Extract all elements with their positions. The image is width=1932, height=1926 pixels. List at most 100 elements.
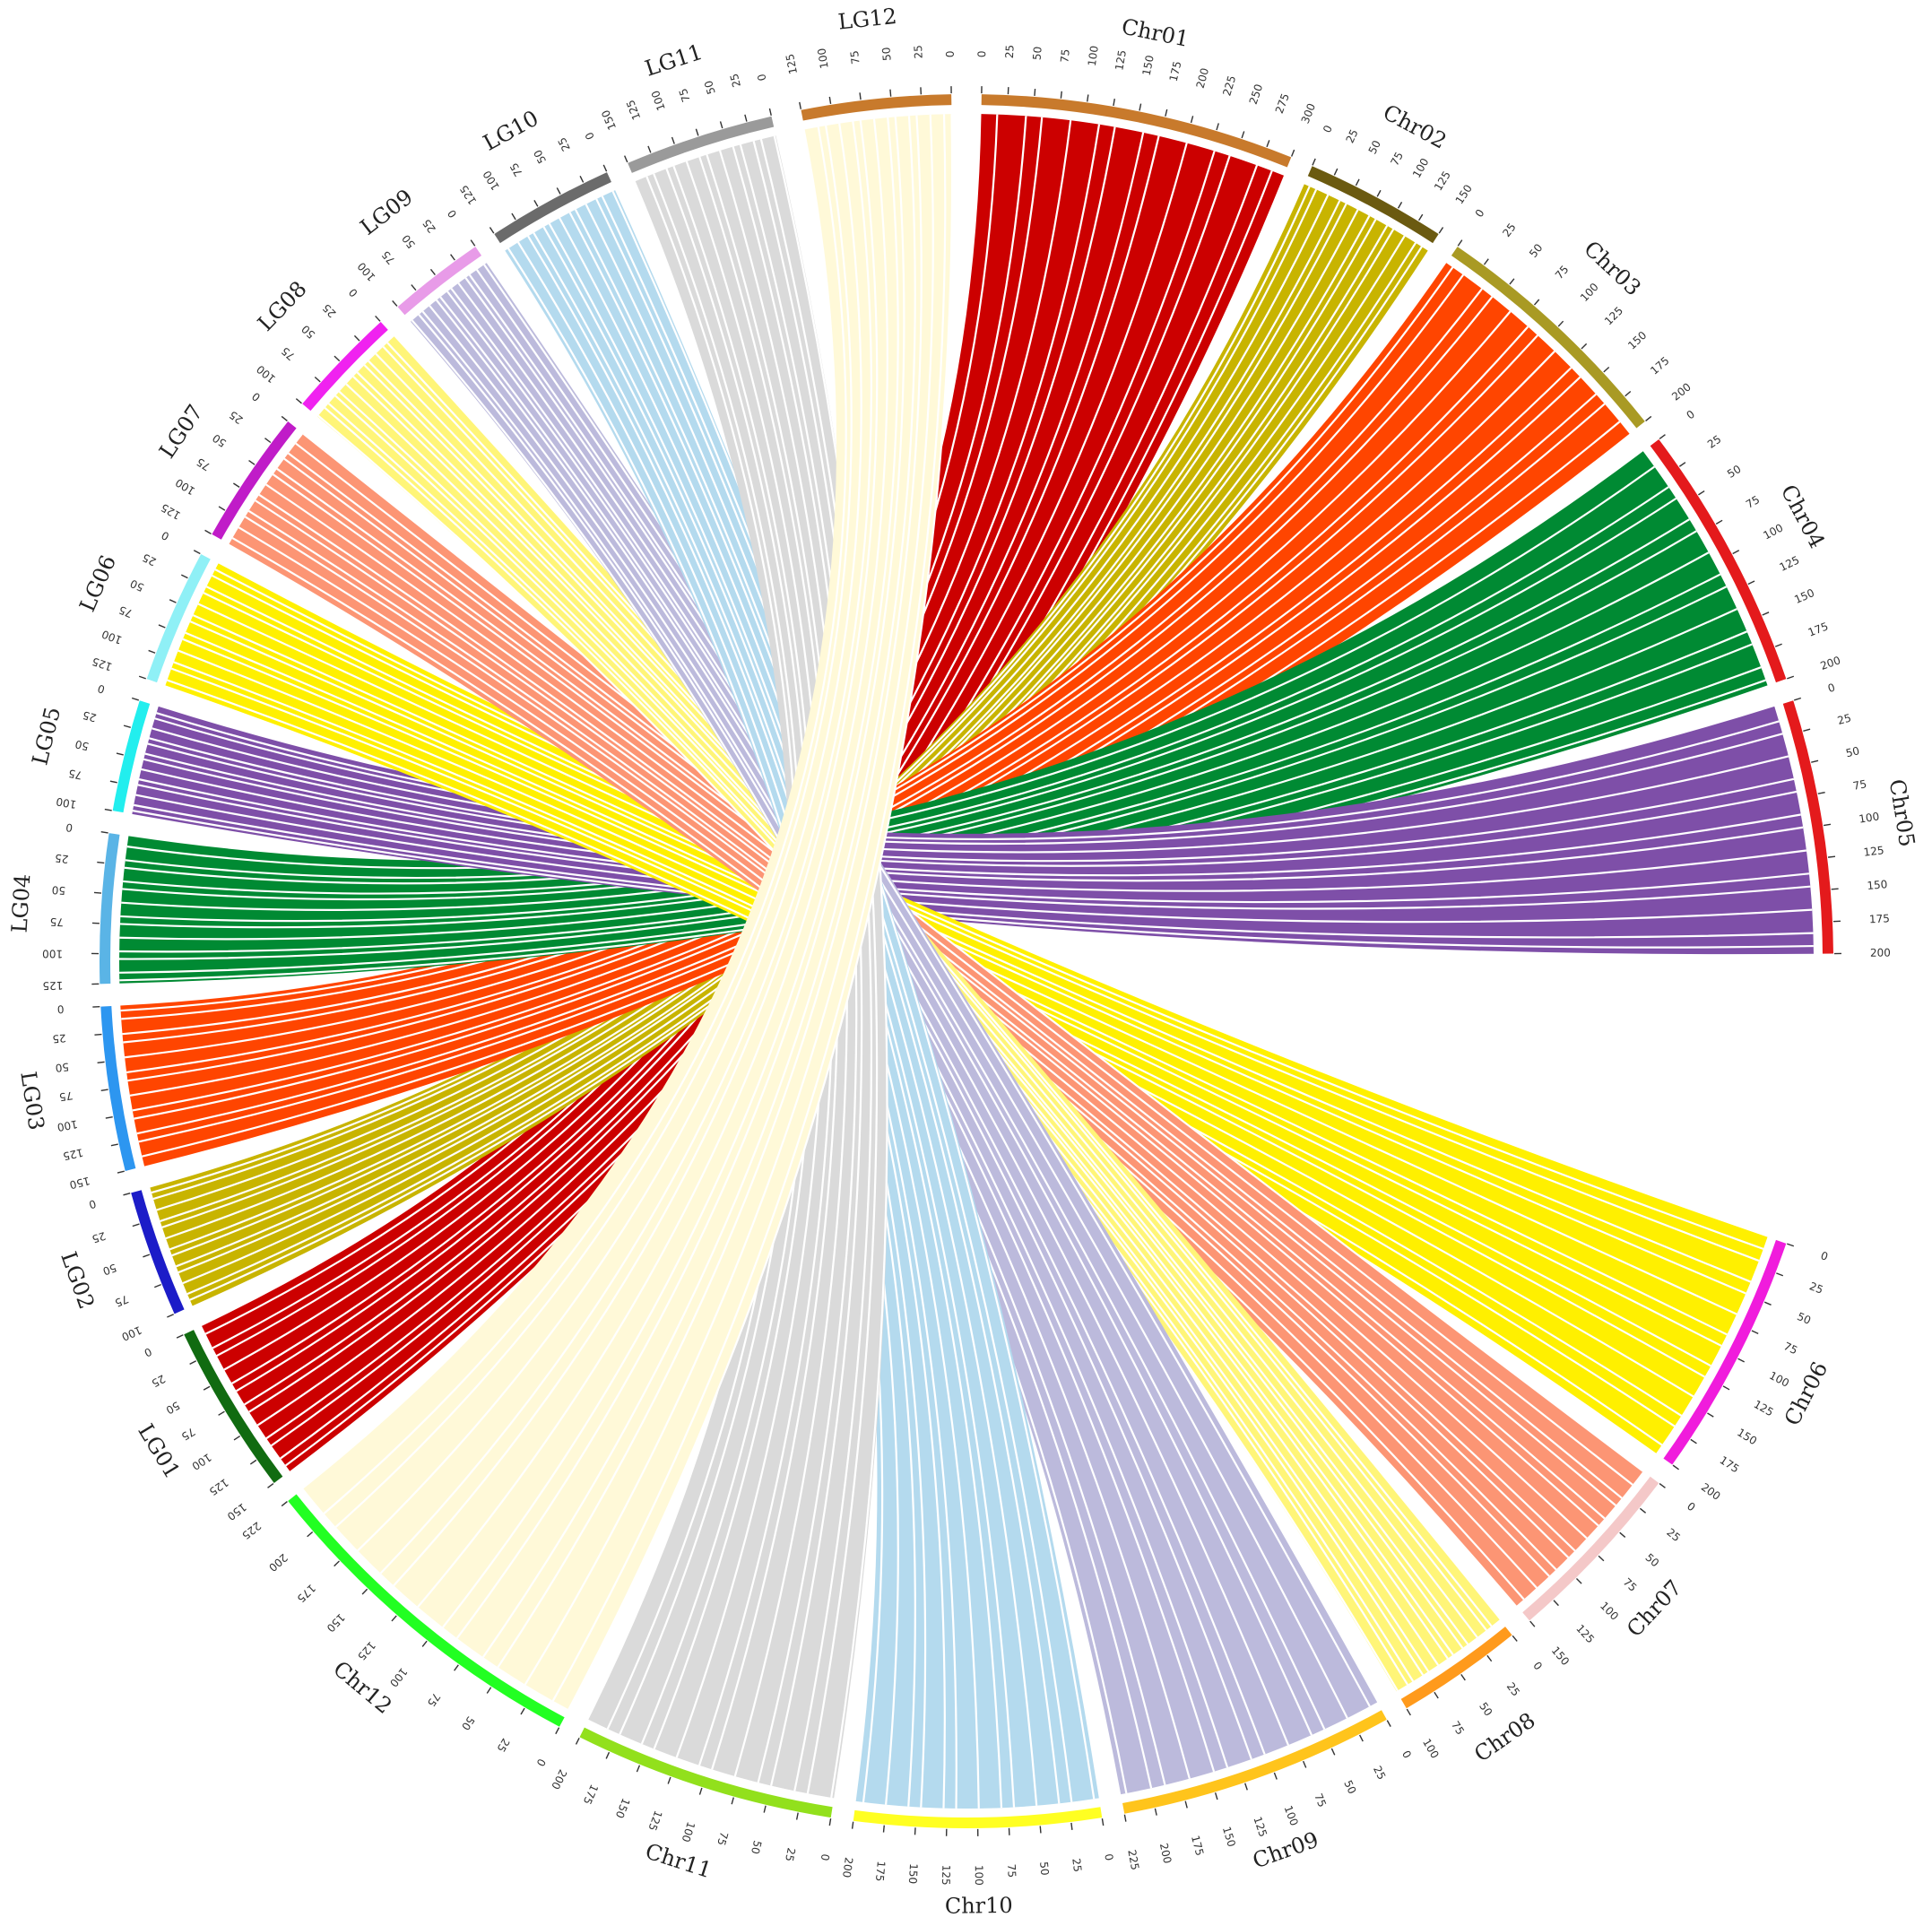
tick-mark bbox=[193, 550, 201, 555]
tick-label: 50 bbox=[1643, 1551, 1662, 1570]
ribbon-gap-line bbox=[133, 803, 1814, 939]
tick-mark bbox=[94, 1033, 102, 1036]
chromosome-lg05[interactable]: 0 25 50 75 100 bbox=[55, 681, 151, 813]
chromosome-label-lg07: LG07 bbox=[154, 400, 208, 463]
tick-mark bbox=[233, 482, 240, 488]
tick-mark bbox=[1624, 390, 1632, 397]
tick-label: 0 bbox=[65, 820, 74, 834]
tick-mark bbox=[1039, 1826, 1042, 1834]
ribbon-gap-line bbox=[464, 277, 1313, 1736]
tick-label: 75 bbox=[848, 50, 862, 65]
tick-label: 25 bbox=[420, 217, 438, 236]
tick-label: 200 bbox=[840, 1857, 855, 1879]
tick-mark bbox=[1803, 728, 1811, 733]
chromosome-lg02[interactable]: 0 25 50 75 100 bbox=[88, 1190, 185, 1343]
chromosome-lg03[interactable]: 0 25 50 75 100 125 150 bbox=[52, 1002, 136, 1192]
chromosome-label-lg04: LG04 bbox=[6, 873, 35, 933]
tick-label: 150 bbox=[1220, 1826, 1238, 1849]
tick-label: 150 bbox=[1453, 182, 1475, 206]
tick-label: 150 bbox=[225, 1500, 249, 1523]
ribbon-gap-line bbox=[152, 727, 1789, 854]
tick-label: 0 bbox=[446, 207, 460, 220]
tick-label: 0 bbox=[583, 130, 597, 142]
chromosome-label-chr06: Chr06 bbox=[1780, 1358, 1833, 1429]
tick-mark bbox=[1811, 759, 1819, 763]
tick-label: 0 bbox=[88, 1197, 98, 1211]
tick-label: 125 bbox=[1251, 1815, 1269, 1838]
ribbon-gap-line bbox=[455, 117, 905, 1639]
ribbon-gap-line bbox=[585, 204, 1038, 1806]
ribbon-gap-line bbox=[144, 752, 1801, 877]
tick-label: 0 bbox=[96, 681, 106, 696]
tick-mark bbox=[1376, 189, 1382, 197]
tick-mark bbox=[698, 1787, 703, 1795]
tick-mark bbox=[1698, 490, 1705, 496]
chromosome-label-chr02: Chr02 bbox=[1379, 100, 1451, 154]
tick-label: 225 bbox=[239, 1519, 264, 1541]
tick-mark bbox=[267, 1482, 274, 1488]
tick-mark bbox=[158, 624, 166, 629]
chromosome-lg12[interactable]: 0 25 50 75 100 125 bbox=[784, 45, 957, 121]
tick-mark bbox=[636, 1765, 641, 1773]
tick-label: 25 bbox=[1344, 127, 1361, 145]
ribbon-gap-line bbox=[123, 518, 1690, 895]
tick-mark bbox=[1817, 791, 1825, 794]
tick-label: 125 bbox=[645, 1809, 664, 1832]
tick-label: 150 bbox=[1625, 329, 1649, 352]
tick-mark bbox=[204, 529, 212, 534]
tick-mark bbox=[180, 574, 188, 579]
ribbon-gap-line bbox=[567, 114, 954, 1710]
tick-label: 25 bbox=[1807, 1280, 1824, 1297]
tick-label: 25 bbox=[912, 45, 925, 59]
tick-label: 175 bbox=[1167, 60, 1184, 83]
tick-label: 25 bbox=[1500, 221, 1518, 239]
chromosome-label-lg09: LG09 bbox=[356, 184, 418, 239]
chromosome-chr09[interactable]: 0 25 50 75 100 125 150 175 200 225 bbox=[1122, 1710, 1414, 1871]
tick-label: 100 bbox=[173, 476, 197, 498]
ribbon-gap-line bbox=[773, 135, 888, 1799]
chromosome-chr10[interactable]: 0 25 50 75 100 125 150 175 200 bbox=[840, 1807, 1115, 1886]
tick-label: 50 bbox=[400, 232, 418, 251]
tick-mark bbox=[1678, 462, 1686, 467]
tick-mark bbox=[116, 752, 124, 756]
tick-mark bbox=[1827, 855, 1836, 858]
tick-label: 0 bbox=[1826, 681, 1836, 695]
tick-mark bbox=[828, 1818, 832, 1826]
tick-mark bbox=[429, 268, 436, 276]
ribbon-gap-line bbox=[417, 118, 888, 1608]
chromosome-label-lg03: LG03 bbox=[15, 1070, 48, 1132]
tick-label: 150 bbox=[1735, 1426, 1759, 1447]
tick-mark bbox=[154, 1284, 161, 1288]
tick-label: 75 bbox=[1744, 493, 1762, 511]
tick-label: 25 bbox=[728, 72, 743, 88]
tick-label: 25 bbox=[1504, 1680, 1522, 1699]
tick-mark bbox=[828, 96, 832, 105]
tick-label: 200 bbox=[1157, 1842, 1174, 1864]
chromosome-chr05[interactable]: 0 25 50 75 100 125 150 175 200 bbox=[1782, 681, 1891, 959]
tick-mark bbox=[123, 724, 131, 728]
chromosome-lg04[interactable]: 0 25 50 75 100 125 bbox=[42, 820, 120, 992]
tick-label: 0 bbox=[346, 286, 360, 299]
tick-label: 25 bbox=[1836, 711, 1852, 727]
tick-mark bbox=[489, 227, 495, 234]
tick-label: 125 bbox=[940, 1865, 953, 1886]
tick-mark bbox=[520, 1707, 525, 1715]
tick-mark bbox=[203, 1385, 211, 1391]
tick-label: 25 bbox=[91, 1229, 108, 1245]
chromosome-band bbox=[981, 94, 1292, 168]
ribbon-gap-line bbox=[295, 442, 1633, 1486]
tick-label: 225 bbox=[1220, 74, 1238, 98]
tick-mark bbox=[671, 136, 675, 144]
tick-label: 175 bbox=[1189, 1835, 1206, 1858]
chromosome-lg06[interactable]: 025 50 75 100 125 bbox=[91, 528, 211, 683]
tick-mark bbox=[105, 1115, 113, 1119]
chromosome-label-lg01: LG01 bbox=[133, 1419, 185, 1483]
chromosome-band bbox=[1122, 1710, 1387, 1814]
tick-label: 75 bbox=[507, 160, 525, 178]
tick-mark bbox=[132, 1223, 140, 1228]
tick-mark bbox=[605, 1751, 611, 1759]
tick-label: 100 bbox=[1598, 1600, 1621, 1623]
